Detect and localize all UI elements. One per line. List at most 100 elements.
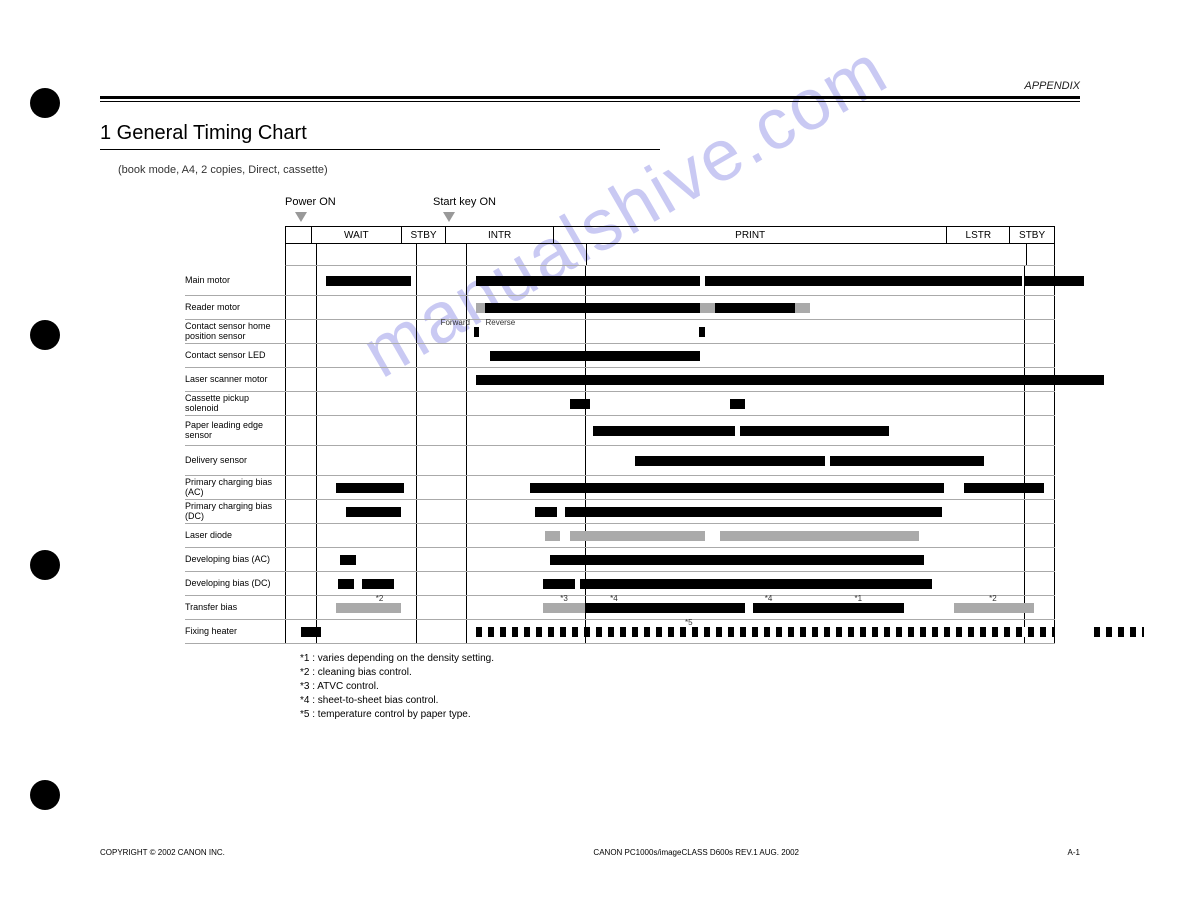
footnote-line: *4 : sheet-to-sheet bias control. bbox=[300, 694, 1080, 708]
footnote-line: *2 : cleaning bias control. bbox=[300, 666, 1080, 680]
phase-cell: STBY bbox=[402, 227, 447, 243]
signal-track bbox=[285, 500, 1055, 523]
bar-annotation: *1 bbox=[855, 594, 863, 603]
bar-annotation: *4 bbox=[765, 594, 773, 603]
signal-row: Developing bias (AC) bbox=[185, 548, 1055, 572]
timing-bar bbox=[476, 303, 486, 313]
punch-hole bbox=[30, 550, 60, 580]
phase-cell: WAIT bbox=[312, 227, 402, 243]
punch-hole bbox=[30, 320, 60, 350]
timing-bar bbox=[336, 483, 404, 493]
timing-bar bbox=[1094, 627, 1144, 637]
signal-track bbox=[285, 572, 1055, 595]
timing-bar bbox=[476, 276, 700, 286]
timing-chart: Power ONStart key ON WAITSTBYINTRPRINTLS… bbox=[185, 196, 1055, 644]
marker-triangle-icon bbox=[443, 212, 455, 222]
timing-bar bbox=[326, 276, 411, 286]
phase-cell bbox=[285, 227, 312, 243]
timing-bar bbox=[340, 555, 356, 565]
signal-row: Paper leading edge sensor bbox=[185, 416, 1055, 446]
copyright-text: COPYRIGHT © 2002 CANON INC. bbox=[100, 848, 225, 857]
appendix-label: APPENDIX bbox=[100, 80, 1080, 92]
signal-row: Primary charging bias (AC) bbox=[185, 476, 1055, 500]
timing-bar bbox=[795, 303, 810, 313]
signal-row: Reader motor bbox=[185, 296, 1055, 320]
page-content: APPENDIX 1 General Timing Chart (book mo… bbox=[100, 80, 1080, 722]
timing-bar bbox=[699, 327, 705, 337]
footnote-line: *3 : ATVC control. bbox=[300, 680, 1080, 694]
signal-label: Cassette pickup solenoid bbox=[185, 394, 285, 414]
signal-label: Fixing heater bbox=[185, 627, 285, 637]
timing-bar bbox=[954, 603, 1034, 613]
top-marker-labels: Power ONStart key ON bbox=[185, 196, 1055, 212]
signal-row: Cassette pickup solenoid bbox=[185, 392, 1055, 416]
signal-row: Fixing heater *5 bbox=[185, 620, 1055, 644]
footnote-line: *5 : temperature control by paper type. bbox=[300, 708, 1080, 722]
signal-track bbox=[285, 344, 1055, 367]
signal-row: Laser scanner motor bbox=[185, 368, 1055, 392]
bar-annotation: *2 bbox=[989, 594, 997, 603]
signal-track: *5 bbox=[285, 620, 1055, 643]
timing-bar bbox=[530, 483, 944, 493]
timing-bar bbox=[740, 426, 890, 436]
signal-label: Contact sensor LED bbox=[185, 351, 285, 361]
top-marker-label: Power ON bbox=[285, 196, 336, 208]
bar-annotation: *3 bbox=[560, 594, 568, 603]
timing-bar bbox=[476, 375, 985, 385]
timing-bar bbox=[720, 531, 919, 541]
signal-track bbox=[285, 368, 1055, 391]
page-footer: COPYRIGHT © 2002 CANON INC. CANON PC1000… bbox=[100, 848, 1080, 857]
signal-label: Main motor bbox=[185, 276, 285, 286]
timing-bar bbox=[570, 531, 705, 541]
bar-annotation: *5 bbox=[685, 618, 693, 627]
phase-cell: LSTR bbox=[947, 227, 1010, 243]
phase-cell: STBY bbox=[1010, 227, 1055, 243]
phase-cell: PRINT bbox=[554, 227, 948, 243]
timing-bar bbox=[964, 483, 1044, 493]
header-rule bbox=[100, 96, 1080, 102]
timing-bar bbox=[984, 375, 1104, 385]
page-title: 1 General Timing Chart bbox=[100, 122, 1080, 145]
signal-label: Primary charging bias (DC) bbox=[185, 502, 285, 522]
signal-label: Reader motor bbox=[185, 303, 285, 313]
page-number: A-1 bbox=[1068, 848, 1080, 857]
timing-bar bbox=[490, 351, 699, 361]
timing-bar bbox=[338, 579, 354, 589]
signal-row: Main motor bbox=[185, 266, 1055, 296]
signal-track bbox=[285, 416, 1055, 445]
timing-bar bbox=[362, 579, 394, 589]
signal-row: Primary charging bias (DC) bbox=[185, 500, 1055, 524]
timing-bar bbox=[830, 456, 985, 466]
timing-bar bbox=[700, 303, 715, 313]
title-underline bbox=[100, 149, 660, 150]
footnotes: *1 : varies depending on the density set… bbox=[300, 652, 1080, 722]
signal-track bbox=[285, 392, 1055, 415]
bar-annotation: *2 bbox=[376, 594, 384, 603]
bar-annotation: Reverse bbox=[485, 318, 515, 327]
timing-bar bbox=[635, 456, 825, 466]
timing-bar bbox=[550, 555, 924, 565]
signal-track: Forward Reverse bbox=[285, 320, 1055, 343]
signal-row: Developing bias (DC) bbox=[185, 572, 1055, 596]
signal-row: Contact sensor LED bbox=[185, 344, 1055, 368]
timing-bar bbox=[1024, 276, 1084, 286]
signal-track bbox=[285, 266, 1055, 295]
timing-bar bbox=[485, 303, 699, 313]
doc-info-text: CANON PC1000s/imageCLASS D600s REV.1 AUG… bbox=[593, 848, 799, 857]
signal-label: Developing bias (AC) bbox=[185, 555, 285, 565]
signal-label: Contact sensor home position sensor bbox=[185, 322, 285, 342]
signal-track bbox=[285, 446, 1055, 475]
timing-bar bbox=[535, 507, 557, 517]
punch-hole bbox=[30, 88, 60, 118]
bar-annotation: Forward bbox=[441, 318, 470, 327]
signal-label: Laser diode bbox=[185, 531, 285, 541]
timing-bar bbox=[346, 507, 401, 517]
timing-bar bbox=[543, 579, 575, 589]
signal-track bbox=[285, 296, 1055, 319]
timing-bar bbox=[753, 603, 905, 613]
top-marker-triangles bbox=[185, 212, 1055, 226]
timing-bar bbox=[715, 303, 795, 313]
chart-subtitle: (book mode, A4, 2 copies, Direct, casset… bbox=[118, 164, 1080, 176]
signal-label: Paper leading edge sensor bbox=[185, 421, 285, 441]
signal-label: Transfer bias bbox=[185, 603, 285, 613]
